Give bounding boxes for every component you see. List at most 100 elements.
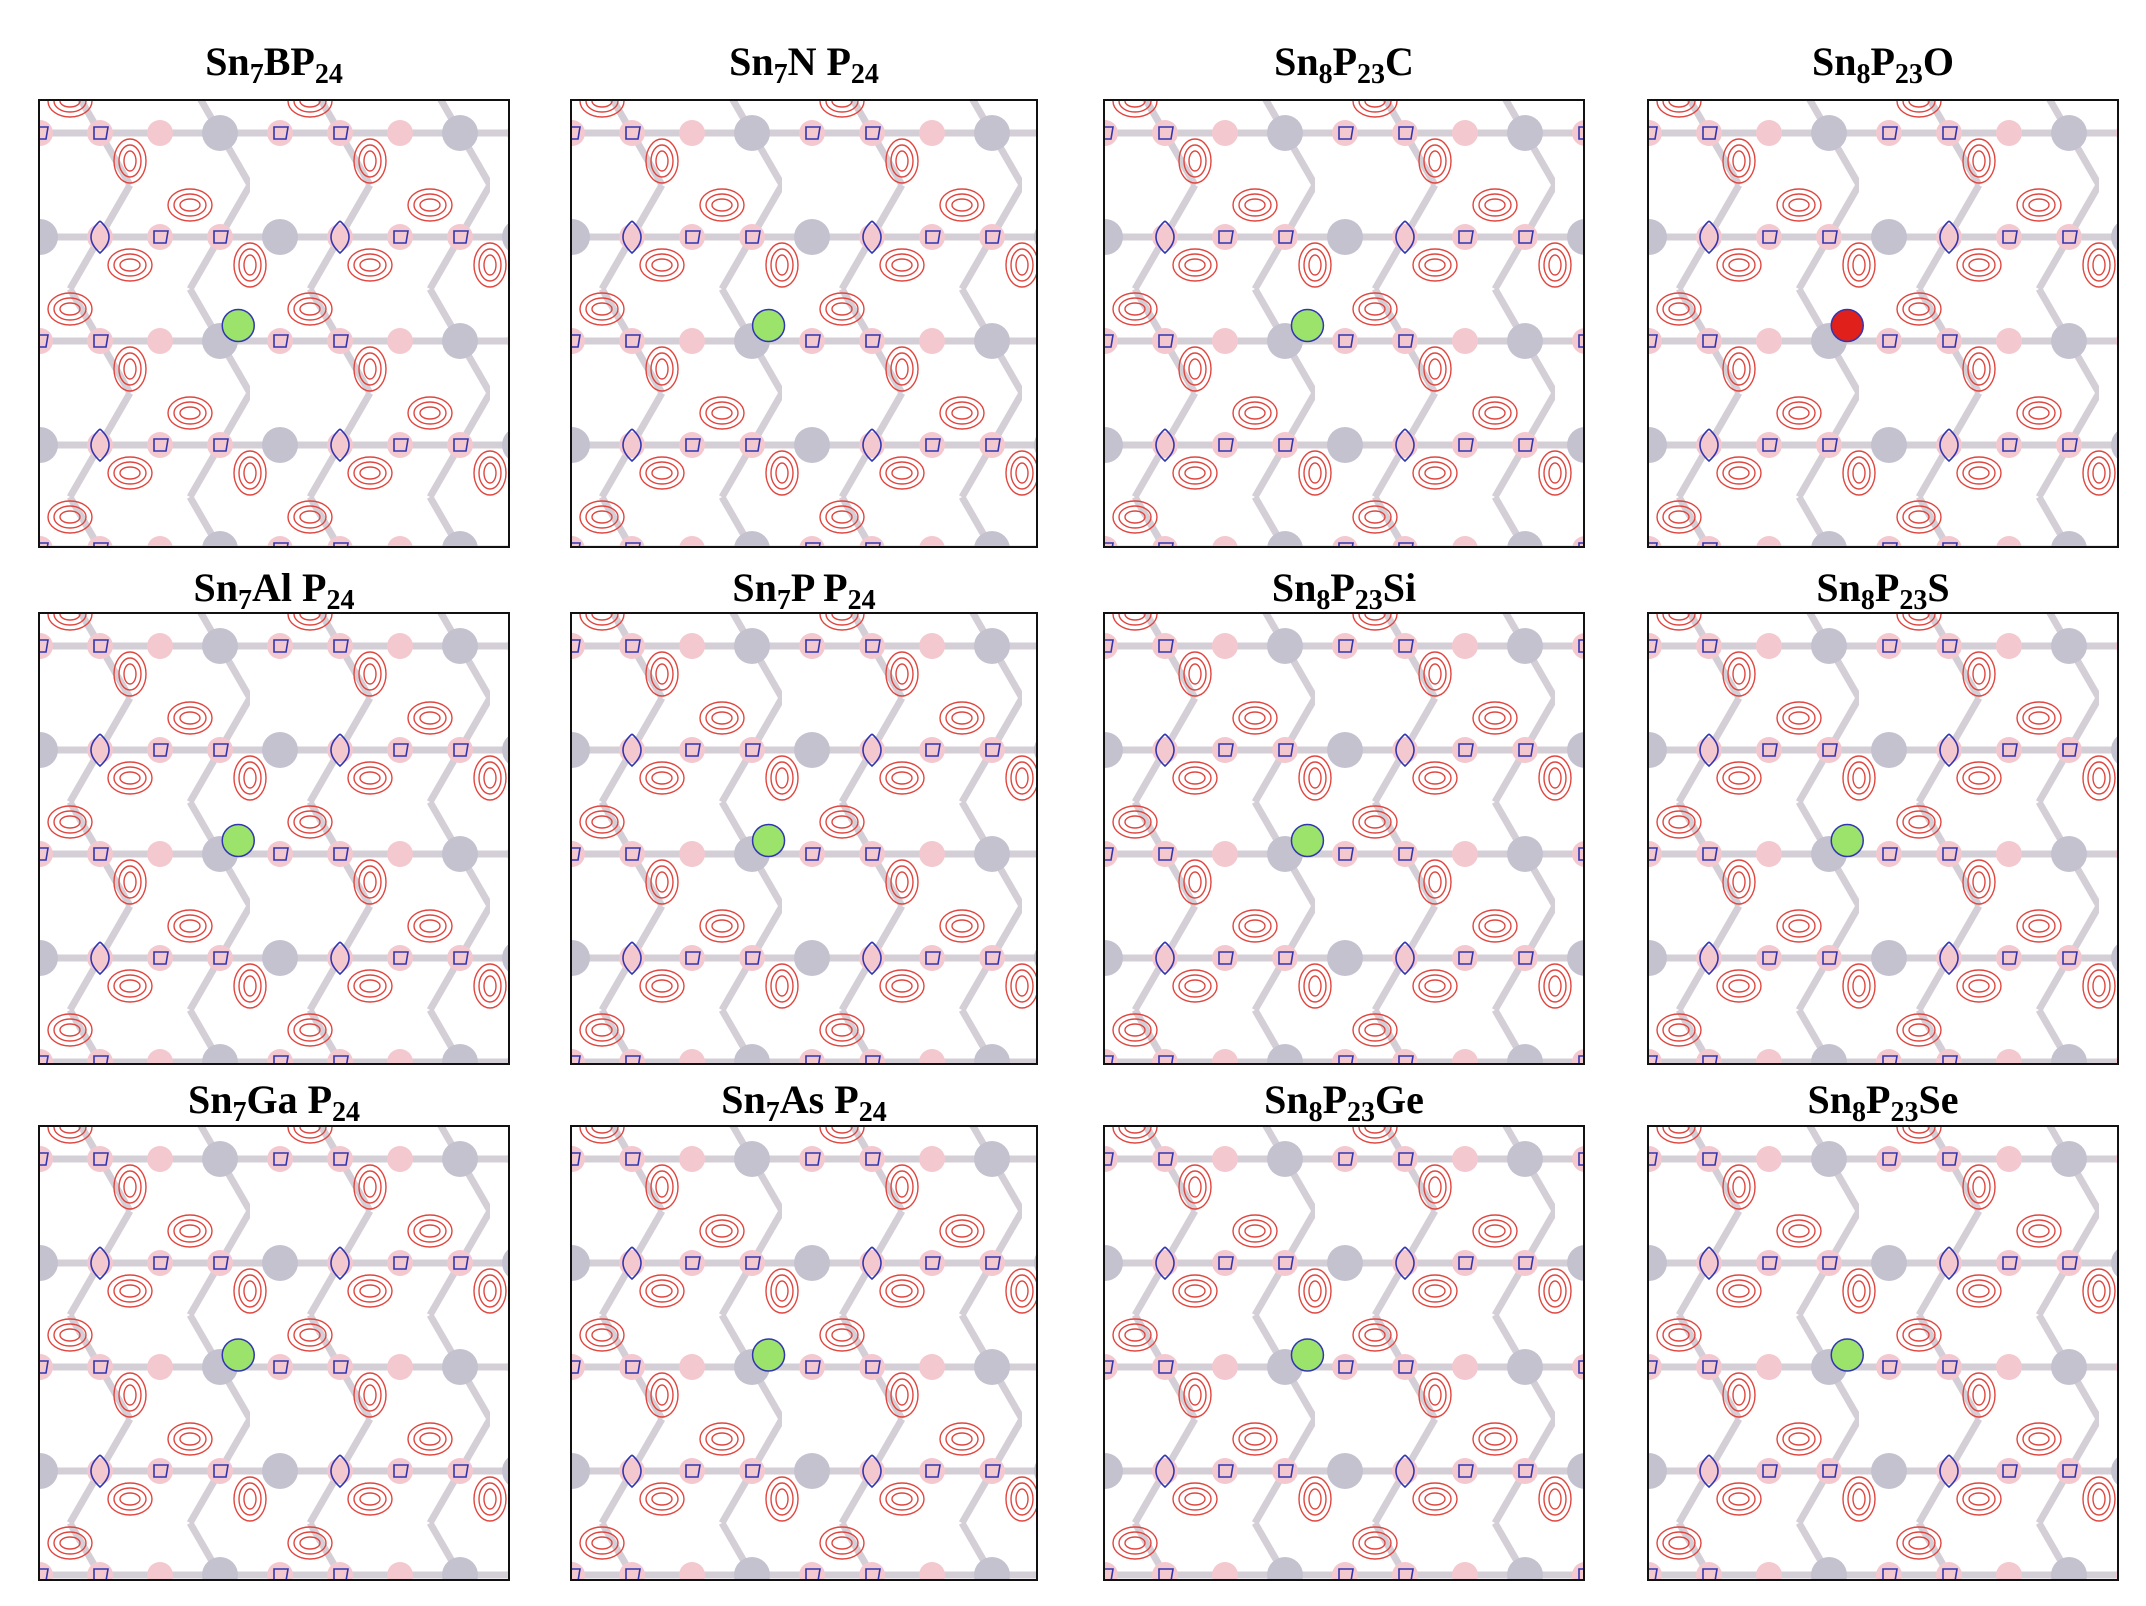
contour-plot <box>38 99 510 548</box>
formula-part: As P <box>779 1077 859 1122</box>
contour-map <box>1105 101 1583 546</box>
formula-part: Se <box>1918 1077 1959 1122</box>
panel: Sn8P23S <box>1647 566 2119 1065</box>
dopant-atom <box>751 1338 786 1372</box>
contour-plot <box>1103 99 1585 548</box>
formula-part: P <box>1332 39 1358 84</box>
contour-plot <box>1647 1125 2119 1581</box>
formula-part: Sn <box>732 565 777 610</box>
panel: Sn7P P24 <box>570 566 1038 1065</box>
contour-plot <box>38 612 510 1065</box>
panel-title: Sn8P23O <box>1647 39 2119 89</box>
subscript: 24 <box>326 585 355 616</box>
formula-part: Ga P <box>246 1077 333 1122</box>
formula-part: P <box>1866 1077 1891 1122</box>
panel-title: Sn7Ga P24 <box>38 1077 510 1127</box>
contour-map <box>1649 101 2117 546</box>
panel-title: Sn8P23Si <box>1103 565 1585 615</box>
contour-plot <box>570 99 1038 548</box>
subscript: 8 <box>1308 1097 1323 1128</box>
subscript: 7 <box>238 585 253 616</box>
subscript: 8 <box>1318 59 1333 90</box>
panel: Sn8P23O <box>1647 40 2119 548</box>
contour-map <box>40 614 508 1063</box>
formula-part: BP <box>263 39 315 84</box>
contour-plot <box>570 612 1038 1065</box>
contour-plot <box>570 1125 1038 1581</box>
contour-map <box>1105 1127 1583 1579</box>
contour-map <box>40 1127 508 1579</box>
subscript: 7 <box>776 585 791 616</box>
dopant-atom <box>1830 823 1864 858</box>
contour-map <box>1105 614 1583 1063</box>
contour-plot <box>1647 612 2119 1065</box>
subscript: 23 <box>1890 1097 1919 1128</box>
formula-part: C <box>1385 39 1414 84</box>
dopant-atom <box>221 1338 255 1372</box>
panel: Sn7Al P24 <box>38 566 510 1065</box>
panel-title: Sn8P23S <box>1647 565 2119 615</box>
subscript: 23 <box>1347 1097 1376 1128</box>
panel: Sn8P23Ge <box>1103 1078 1585 1581</box>
panel-title: Sn7Al P24 <box>38 566 510 615</box>
subscript: 24 <box>850 59 879 90</box>
subscript: 7 <box>249 59 264 90</box>
dopant-atom <box>1830 308 1864 343</box>
subscript: 24 <box>314 59 343 90</box>
contour-map <box>572 614 1036 1063</box>
subscript: 23 <box>1354 585 1383 616</box>
panel: Sn7As P24 <box>570 1078 1038 1581</box>
panel: Sn8P23Se <box>1647 1078 2119 1581</box>
subscript: 24 <box>332 1097 361 1128</box>
panel-title: Sn7BP24 <box>38 39 510 89</box>
subscript: 8 <box>1856 59 1871 90</box>
panel: Sn8P23C <box>1103 40 1585 548</box>
formula-part: Ge <box>1375 1077 1424 1122</box>
subscript: 23 <box>1357 59 1386 90</box>
subscript: 23 <box>1899 585 1928 616</box>
contour-plot <box>1647 99 2119 548</box>
panel-title: Sn7As P24 <box>570 1077 1038 1127</box>
contour-plot <box>38 1125 510 1581</box>
contour-map <box>1649 1127 2117 1579</box>
dopant-atom <box>1290 1338 1325 1372</box>
contour-map <box>40 101 508 546</box>
dopant-atom <box>1830 1338 1864 1372</box>
formula-part: Sn <box>187 1077 233 1122</box>
dopant-atom <box>1290 823 1325 858</box>
formula-part: P <box>1322 1077 1348 1122</box>
formula-part: P <box>1874 565 1900 610</box>
panel-title: Sn7N P24 <box>570 39 1038 89</box>
formula-part: Sn <box>721 1077 766 1122</box>
formula-part: P <box>1330 565 1355 610</box>
contour-plot <box>1103 612 1585 1065</box>
formula-part: Sn <box>1264 1077 1309 1122</box>
formula-part: Sn <box>1811 39 1857 84</box>
formula-part: Si <box>1382 565 1417 610</box>
panel-title: Sn8P23Se <box>1647 1077 2119 1127</box>
formula-part: Sn <box>729 39 774 84</box>
subscript: 7 <box>232 1097 247 1128</box>
panel-title: Sn7P P24 <box>570 565 1038 615</box>
dopant-atom <box>751 823 786 858</box>
dopant-atom <box>1290 308 1325 343</box>
dopant-atom <box>221 308 255 343</box>
contour-map <box>572 1127 1036 1579</box>
subscript: 8 <box>1860 585 1875 616</box>
panel: Sn7BP24 <box>38 40 510 548</box>
panel: Sn7Ga P24 <box>38 1078 510 1581</box>
formula-part: S <box>1927 565 1950 610</box>
formula-part: Sn <box>205 39 250 84</box>
formula-part: N P <box>787 39 851 84</box>
formula-part: Sn <box>1274 39 1319 84</box>
contour-map <box>572 101 1036 546</box>
formula-part: Sn <box>1807 1077 1853 1122</box>
formula-part: P P <box>790 565 848 610</box>
dopant-atom <box>221 823 255 858</box>
panel: Sn7N P24 <box>570 40 1038 548</box>
panel-title: Sn8P23Ge <box>1103 1077 1585 1127</box>
dopant-atom <box>751 308 786 343</box>
formula-part: P <box>1870 39 1895 84</box>
formula-part: O <box>1922 39 1955 84</box>
